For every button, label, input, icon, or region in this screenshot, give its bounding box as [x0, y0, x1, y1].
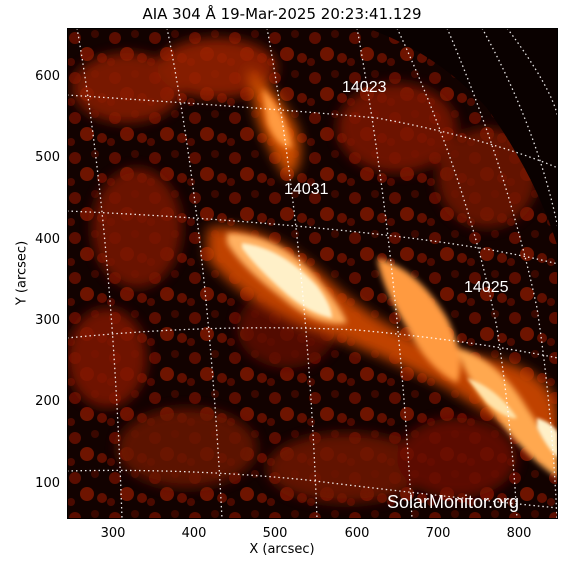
x-tick-label: 400 [181, 526, 207, 541]
x-tick-label: 800 [506, 526, 532, 541]
y-axis-label: Y (arcsec) [14, 240, 30, 306]
y-tick-label: 300 [35, 313, 60, 328]
region-label-14025: 14025 [464, 279, 509, 296]
solar-image: 14023 14031 14025 SolarMonitor.org [67, 28, 558, 519]
heliographic-grid [67, 28, 558, 519]
y-tick-label: 400 [35, 232, 60, 247]
plot-frame [67, 28, 558, 519]
active-region-brightest [242, 243, 558, 458]
x-tick-label: 600 [344, 526, 370, 541]
y-tick-label: 600 [35, 69, 60, 84]
x-tick-label: 700 [425, 526, 451, 541]
watermark: SolarMonitor.org [387, 492, 519, 512]
region-label-14023: 14023 [342, 79, 387, 96]
image-title: AIA 304 Å 19-Mar-2025 20:23:41.129 [142, 5, 422, 23]
chromosphere-network [67, 38, 537, 503]
x-tick-label: 500 [262, 526, 288, 541]
y-tick-label: 500 [35, 150, 60, 165]
y-tick-label: 100 [35, 476, 60, 491]
region-label-14031: 14031 [284, 181, 329, 198]
space-limb [367, 28, 558, 248]
x-axis-label: X (arcsec) [249, 542, 315, 557]
x-tick-label: 300 [100, 526, 126, 541]
y-tick-label: 200 [35, 394, 60, 409]
